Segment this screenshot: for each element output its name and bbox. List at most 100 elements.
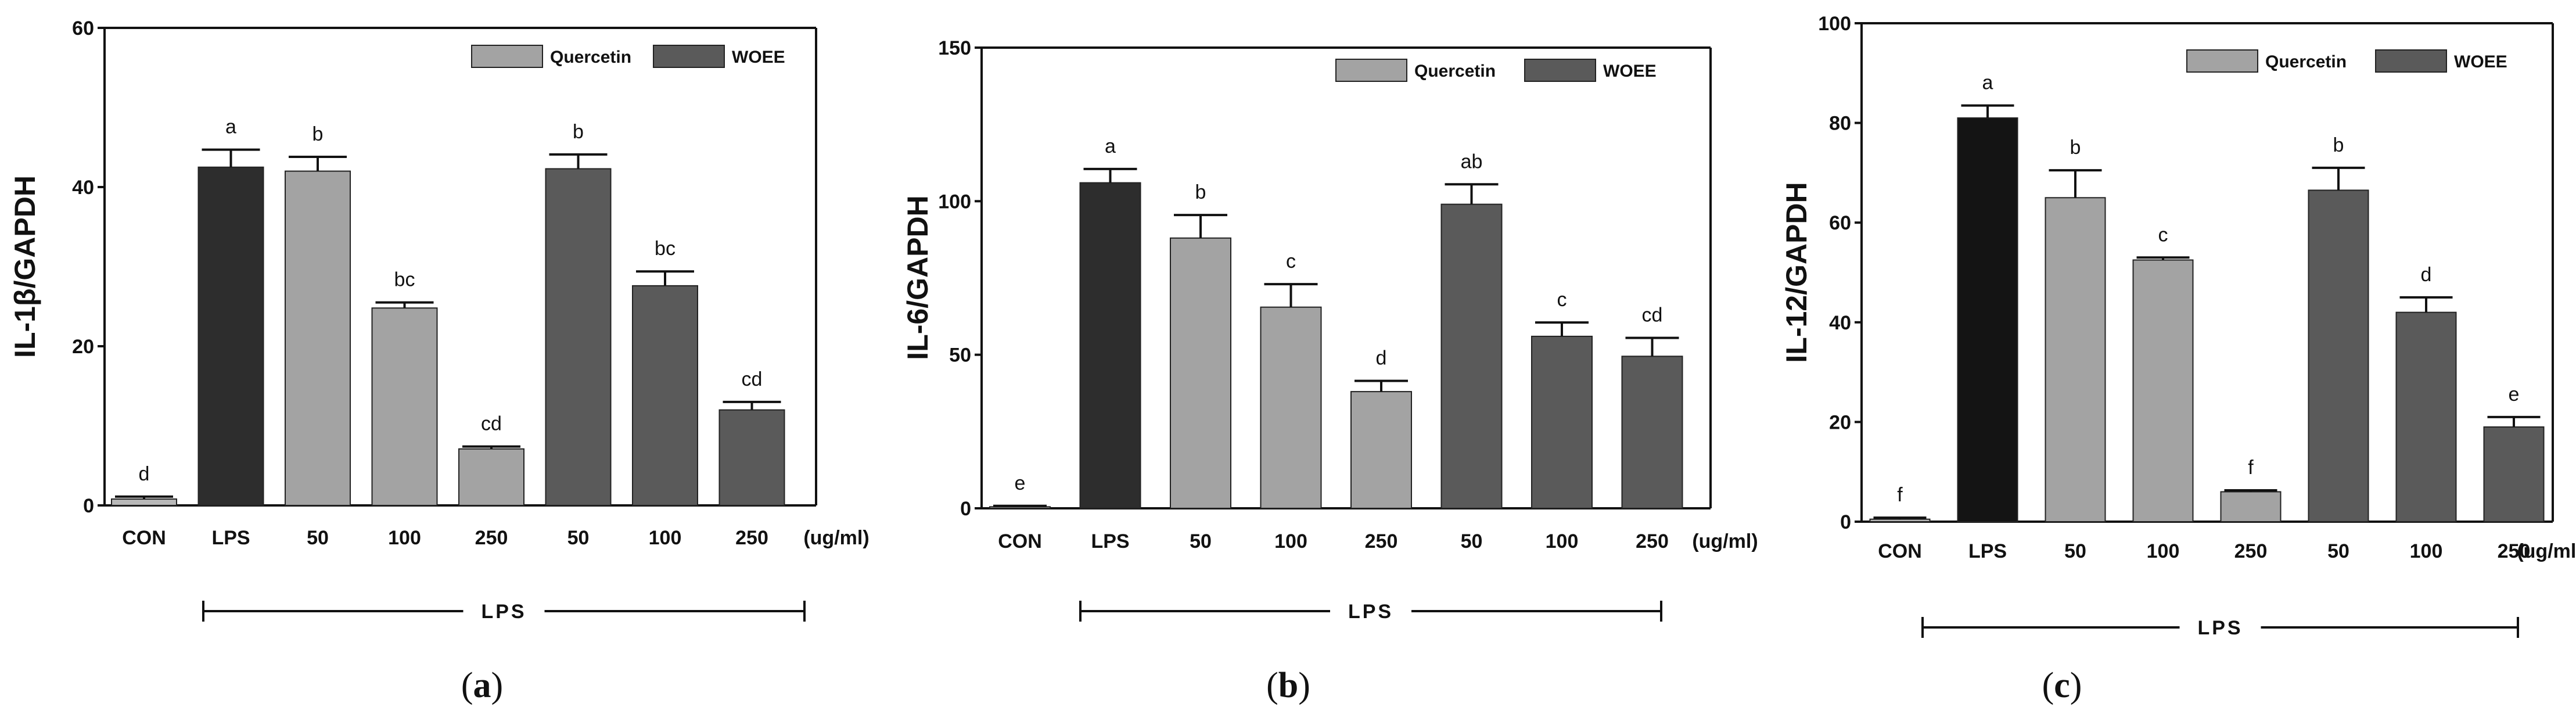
significance-label: a [1105,135,1116,157]
y-tick-label: 100 [1818,13,1851,35]
panel-caption: (c) [2042,666,2082,705]
significance-label: b [312,123,324,145]
bar-100-3 [371,307,438,506]
legend-label-quercetin: Quercetin [2265,52,2347,71]
panel-caption: (a) [461,666,503,705]
significance-label: e [2509,383,2520,405]
significance-label: c [2158,224,2168,246]
legend-swatch-woee [2375,49,2447,73]
y-axis-label: IL-12/GAPDH [1780,182,1813,362]
legend-label-quercetin: Quercetin [1414,62,1496,81]
significance-label: f [1897,484,1903,506]
y-axis-label: IL-6/GAPDH [901,195,934,360]
y-tick-label: 150 [938,37,971,59]
bar-50-5 [2308,189,2369,522]
significance-label: bc [394,269,415,291]
significance-label: bc [655,238,676,260]
significance-label: b [2070,137,2081,159]
significance-label: f [2248,457,2254,479]
x-tick-label: 50 [1461,530,1483,552]
y-tick-label: 0 [960,498,971,520]
bar-100-3 [1260,306,1322,509]
bar-100-6 [632,285,698,506]
y-tick-label: 40 [1829,312,1851,334]
x-tick-label: 50 [1190,530,1212,552]
y-tick-label: 50 [949,344,971,367]
significance-label: c [1557,289,1567,311]
legend-swatch-quercetin [2186,49,2258,73]
legend-label-woee: WOEE [2454,52,2507,71]
legend-label-woee: WOEE [732,48,785,67]
y-axis-label: IL-1β/GAPDH [9,175,41,358]
bar-100-6 [1531,335,1593,509]
significance-label: cd [481,413,502,435]
significance-label: cd [1642,304,1663,326]
legend-swatch-woee [1524,59,1596,82]
y-tick-label: 40 [72,177,94,199]
y-tick-label: 60 [1829,212,1851,234]
chart-panel-b: 0 50 100 150 IL-6/GAPDH e CON a LPS b 50 c 100 d 250 ab… [901,37,1758,705]
bar-lps-1 [197,166,264,506]
significance-label: b [2333,134,2344,156]
bar-50-2 [1170,237,1231,509]
bar-250-7 [1621,356,1683,509]
x-tick-label: LPS [1091,530,1129,552]
y-tick-label: 20 [72,336,94,358]
significance-label: d [2421,264,2432,286]
x-tick-label: 100 [1274,530,1307,552]
y-tick-label: 100 [938,191,971,213]
x-tick-label: LPS [211,527,250,549]
x-tick-label: CON [1878,540,1922,562]
x-tick-label: 50 [567,527,590,549]
y-tick-label: 20 [1829,411,1851,433]
bar-250-7 [2483,426,2545,522]
legend-swatch-woee [653,45,725,68]
bar-250-4 [458,448,524,506]
legend-label-woee: WOEE [1603,62,1657,81]
x-tick-label: 250 [1636,530,1669,552]
x-tick-label: 250 [735,527,768,549]
bar-lps-1 [1957,117,2018,522]
y-tick-label: 60 [72,17,94,40]
bar-250-4 [2220,491,2282,523]
x-tick-label: 100 [2410,540,2443,562]
y-tick-label: 0 [83,495,94,517]
x-tick-label: LPS [1968,540,2007,562]
significance-label: a [1982,72,1993,94]
bar-250-4 [1350,391,1412,509]
bar-100-6 [2395,311,2457,522]
x-tick-label: 250 [2234,540,2268,562]
unit-label: (ug/ml) [1692,530,1758,552]
bar-250-7 [718,409,785,506]
x-tick-label: 250 [1365,530,1398,552]
lps-group-label: LPS [2197,617,2243,639]
x-tick-label: 100 [2147,540,2180,562]
significance-label: e [1015,472,1026,494]
significance-label: cd [742,368,763,390]
x-tick-label: 250 [475,527,508,549]
x-tick-label: 100 [1546,530,1579,552]
x-tick-label: 50 [2064,540,2086,562]
x-tick-label: CON [998,530,1042,552]
significance-label: d [1376,347,1387,369]
significance-label: b [1195,181,1206,203]
chart-panel-c: 0 20 40 60 80 100 IL-12/GAPDH f CON a LPS b 50 c 100 f 2… [1780,13,2576,705]
bar-50-5 [1440,203,1503,509]
x-tick-label: 100 [649,527,682,549]
lps-group-label: LPS [1348,601,1393,623]
legend-label-quercetin: Quercetin [550,48,631,67]
x-tick-label: CON [122,527,166,549]
x-tick-label: 50 [2327,540,2349,562]
significance-label: ab [1461,150,1483,173]
unit-label: (ug/ml) [803,527,869,549]
significance-label: c [1286,250,1296,272]
bar-con-0 [111,498,177,506]
x-tick-label: 250 [2498,540,2531,562]
y-tick-label: 80 [1829,113,1851,135]
bar-100-3 [2132,259,2194,522]
y-tick-label: 0 [1840,511,1851,533]
bar-50-5 [545,168,612,506]
significance-label: d [139,463,150,485]
legend-swatch-quercetin [1335,59,1407,82]
